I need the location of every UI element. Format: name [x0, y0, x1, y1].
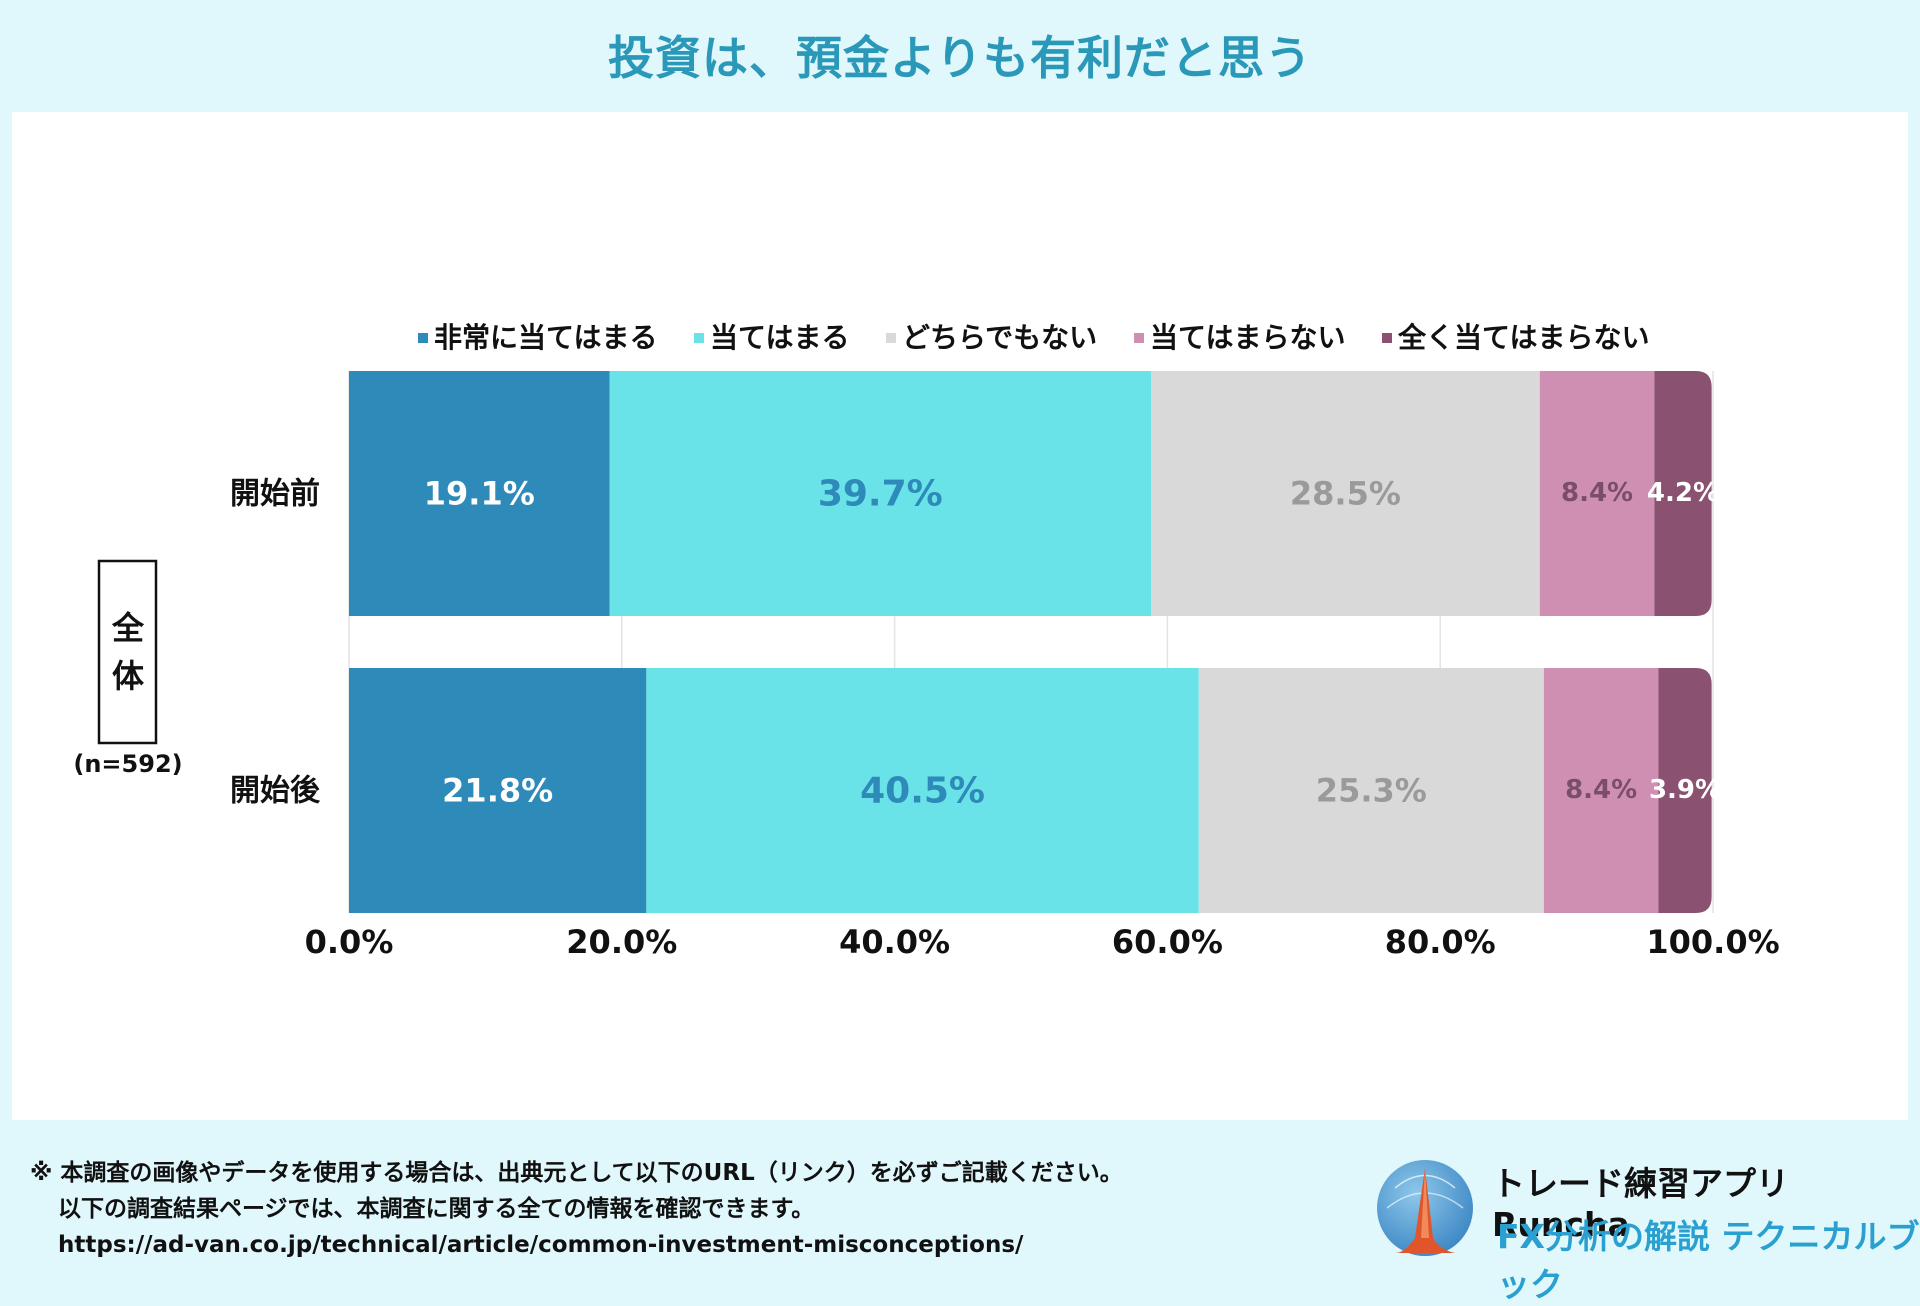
legend-label-4: 全く当てはまらない — [1397, 321, 1649, 354]
brand-tagline: FX分析の解説 テクニカルブック — [1497, 1217, 1920, 1304]
data-label-0-0: 19.1% — [424, 475, 535, 513]
legend-swatch-4 — [1382, 333, 1392, 343]
legend-swatch-1 — [694, 333, 704, 343]
legend-swatch-3 — [1134, 333, 1144, 343]
legend-swatch-0 — [418, 333, 428, 343]
x-tick-label-3: 60.0% — [1112, 923, 1223, 961]
group-box — [97, 559, 158, 745]
legend-swatch-2 — [886, 333, 896, 343]
source-url-link[interactable]: https://ad-van.co.jp/technical/article/c… — [58, 1232, 1024, 1258]
legend-label-0: 非常に当てはまる — [434, 321, 657, 354]
group-label-char-0: 全 — [111, 609, 145, 647]
bar-segment-1-0 — [349, 668, 647, 913]
bar-segment-1-2 — [1198, 668, 1544, 913]
sample-size-label: (n=592) — [73, 750, 182, 778]
data-label-1-0: 21.8% — [442, 772, 553, 810]
usage-note-line-1: ※ 本調査の画像やデータを使用する場合は、出典元として以下のURL（リンク）を必… — [30, 1160, 1123, 1186]
legend-label-1: 当てはまる — [710, 321, 849, 354]
bar-segment-1-1 — [646, 668, 1199, 913]
usage-note: ※ 本調査の画像やデータを使用する場合は、出典元として以下のURL（リンク）を必… — [30, 1155, 1123, 1263]
data-label-1-1: 40.5% — [860, 771, 985, 812]
bar-segment-0-0 — [349, 371, 610, 616]
data-label-0-4: 4.2% — [1647, 478, 1719, 508]
data-label-0-2: 28.5% — [1290, 475, 1401, 513]
bar-segment-0-3 — [1539, 371, 1655, 616]
brand-name: トレード練習アプリ Runcha — [1492, 1164, 1789, 1244]
bar-segment-1-3 — [1543, 668, 1659, 913]
data-label-0-3: 8.4% — [1561, 478, 1633, 508]
x-tick-label-0: 0.0% — [305, 923, 394, 961]
category-label-1: 開始後 — [230, 774, 321, 809]
x-tick-label-2: 40.0% — [839, 923, 950, 961]
data-label-1-2: 25.3% — [1316, 772, 1427, 810]
bar-segment-0-1 — [609, 371, 1152, 616]
category-label-0: 開始前 — [230, 477, 320, 512]
legend-label-3: 当てはまらない — [1150, 321, 1345, 354]
chart-title: 投資は、預金よりも有利だと思う — [607, 31, 1313, 85]
x-tick-label-1: 20.0% — [566, 923, 677, 961]
bar-segment-0-4 — [1654, 371, 1712, 616]
bar-segment-1-4 — [1658, 668, 1712, 913]
data-label-1-4: 3.9% — [1649, 775, 1721, 805]
data-label-1-3: 8.4% — [1565, 775, 1637, 805]
x-tick-label-4: 80.0% — [1385, 923, 1496, 961]
legend-label-2: どちらでもない — [902, 321, 1097, 354]
x-tick-label-5: 100.0% — [1646, 923, 1779, 961]
usage-note-line-2: 以下の調査結果ページでは、本調査に関する全ての情報を確認できます。 — [58, 1196, 815, 1222]
data-label-0-1: 39.7% — [818, 474, 943, 515]
brand-logo-icon — [1377, 1160, 1473, 1256]
bar-segment-0-2 — [1151, 371, 1540, 616]
group-label-char-1: 体 — [112, 657, 144, 695]
